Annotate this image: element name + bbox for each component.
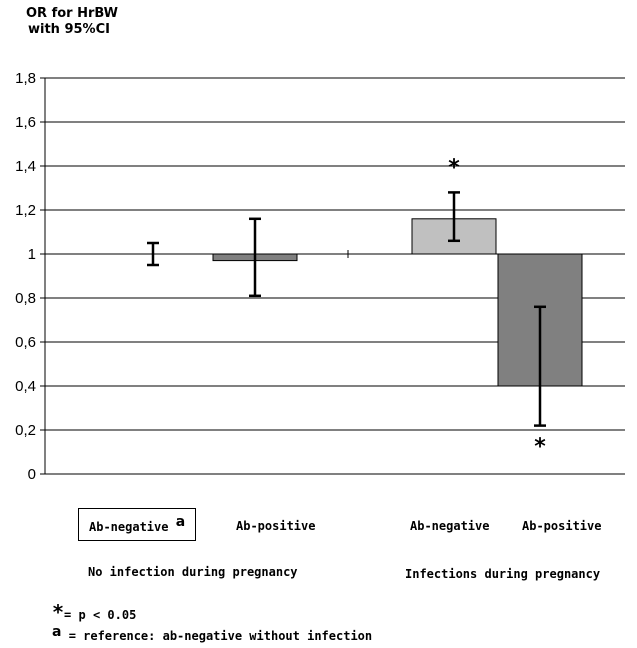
y-tick-label: 1,2: [15, 202, 36, 219]
y-tick-label: 0: [28, 466, 36, 483]
y-tick-label: 0,8: [15, 290, 36, 307]
y-axis-label: OR for HrBW with 95%CI: [26, 6, 118, 38]
significance-marker: *: [534, 435, 546, 460]
reference-mark: a: [175, 514, 186, 530]
significance-note: *= p < 0.05: [52, 600, 136, 624]
category-label-4: Ab-positive: [522, 519, 602, 533]
y-tick-label: 0,2: [15, 422, 36, 439]
y-tick-label: 1,4: [15, 158, 36, 175]
group-label-1: No infection during pregnancy: [88, 565, 298, 579]
significance-marker: *: [448, 155, 460, 180]
star-symbol: *: [52, 600, 65, 624]
y-axis-label-line2: with 95%CI: [28, 22, 110, 37]
group-label-2: Infections during pregnancy: [405, 567, 601, 581]
significance-text: = p < 0.05: [64, 608, 137, 622]
category-label-1: Ab-negative a: [78, 508, 197, 541]
category-label-3: Ab-negative: [410, 519, 490, 533]
y-tick-label: 0,4: [15, 378, 36, 395]
reference-symbol: a: [52, 624, 62, 640]
y-axis-label-line1: OR for HrBW: [26, 6, 118, 21]
reference-note: a = reference: ab-negative without infec…: [52, 624, 372, 643]
y-tick-label: 1,8: [15, 70, 36, 87]
reference-text: = reference: ab-negative without infecti…: [68, 629, 373, 643]
category-label-2: Ab-positive: [236, 519, 316, 533]
y-tick-label: 0,6: [15, 334, 36, 351]
y-tick-label: 1: [28, 246, 36, 263]
category-text-1: Ab-negative: [89, 520, 169, 534]
y-tick-label: 1,6: [15, 114, 36, 131]
